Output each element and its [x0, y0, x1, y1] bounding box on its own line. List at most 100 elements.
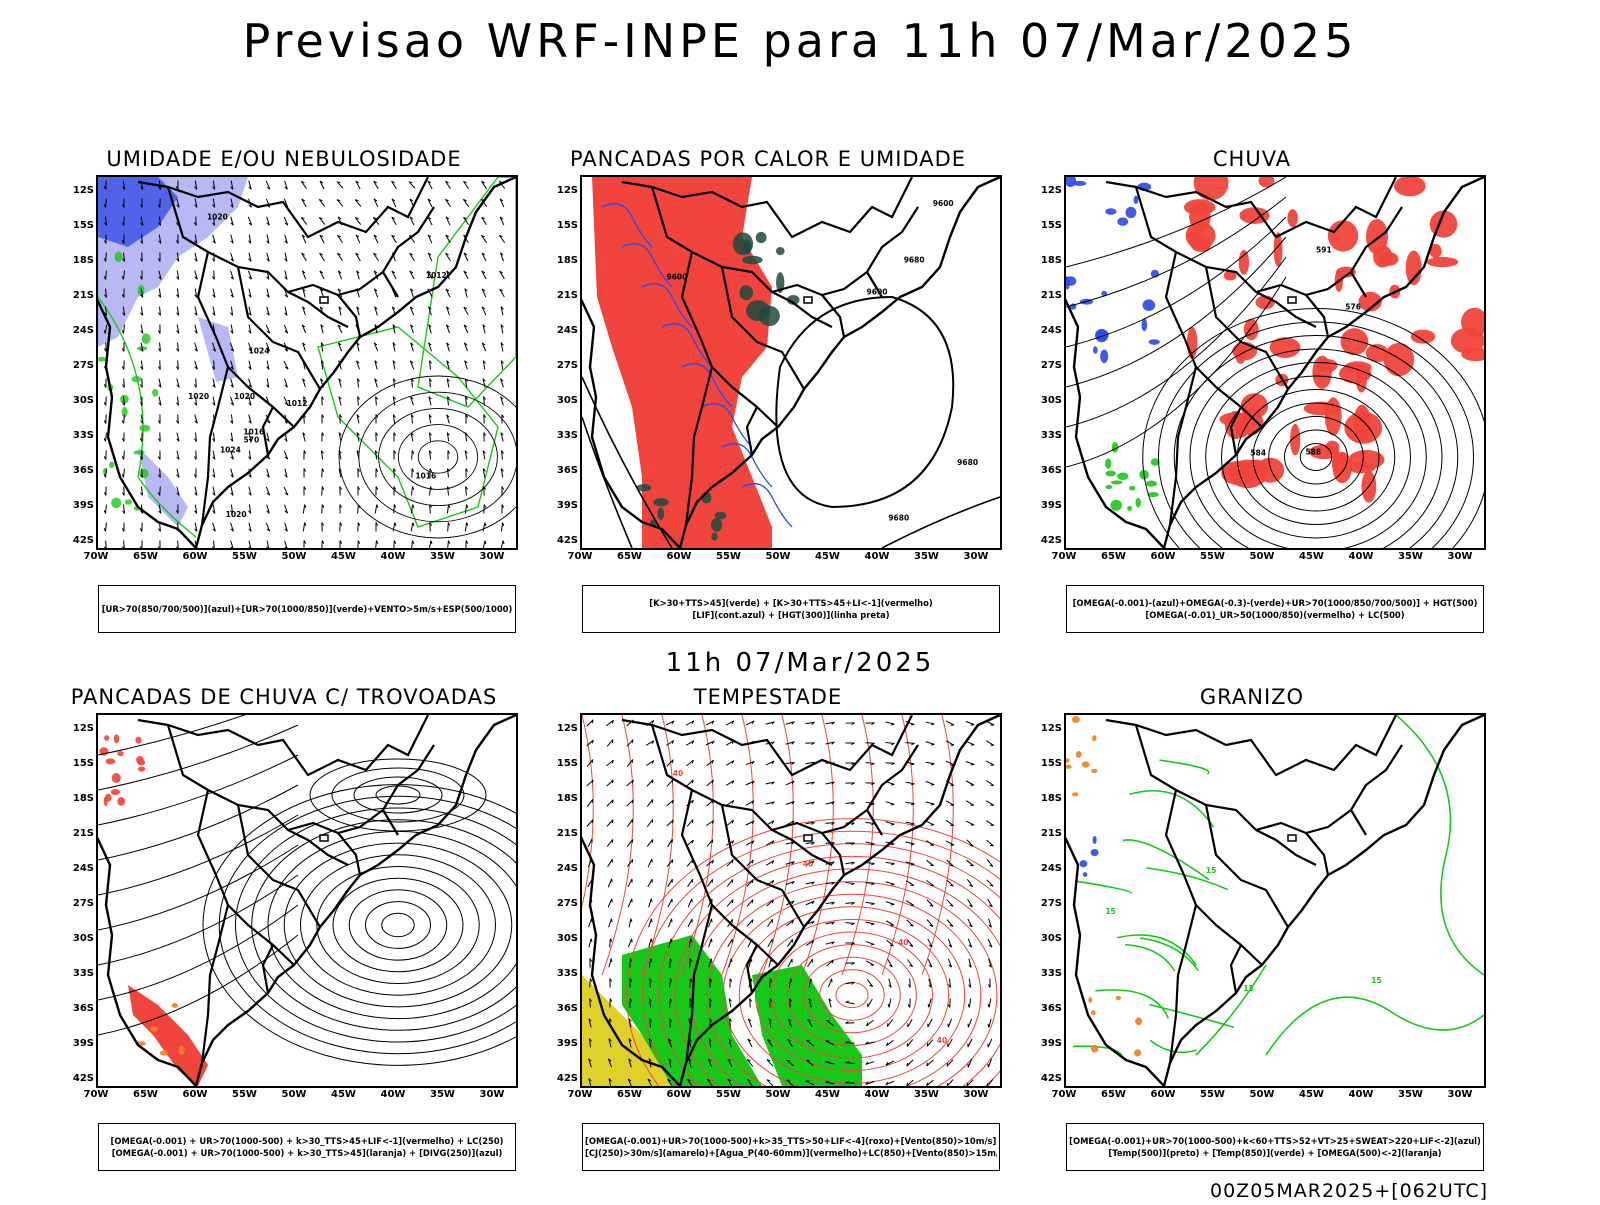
- page-title: Previsao WRF-INPE para 11h 07/Mar/2025: [0, 14, 1600, 68]
- precip-area: [1366, 219, 1388, 255]
- latitude-tick-label: 18S: [552, 255, 578, 266]
- precip-area: [1394, 177, 1426, 196]
- state-border: [1306, 833, 1328, 875]
- contour-label: 15: [1371, 976, 1381, 985]
- precip-area: [138, 766, 145, 771]
- precip-area: [139, 425, 150, 432]
- latitude-tick-label: 21S: [552, 290, 578, 301]
- temp850-contour: [1078, 881, 1132, 893]
- longitude-tick-label: 40W: [378, 1089, 408, 1100]
- contour-label: 584: [1250, 449, 1266, 458]
- longitude-tick-label: 60W: [180, 1089, 210, 1100]
- state-border: [1351, 810, 1366, 835]
- precip-area: [1325, 397, 1342, 435]
- latitude-tick-label: 18S: [68, 793, 94, 804]
- longitude-tick-label: 40W: [1346, 1089, 1376, 1100]
- precip-area: [1095, 329, 1108, 342]
- federal-district: [1288, 297, 1296, 303]
- precip-area: [1134, 195, 1139, 204]
- precip-area: [1312, 356, 1331, 389]
- precip-area: [1134, 1049, 1141, 1056]
- contour-label: 1020: [226, 510, 247, 519]
- longitude-tick-label: 55W: [230, 551, 260, 562]
- precip-area: [1411, 330, 1435, 344]
- contour-label: 15: [1105, 907, 1115, 916]
- latitude-tick-label: 21S: [1036, 290, 1062, 301]
- precip-area: [711, 518, 722, 532]
- temp850-contour: [1125, 945, 1175, 971]
- latitude-tick-label: 24S: [552, 863, 578, 874]
- precip-area: [1073, 181, 1087, 186]
- longitude-tick-label: 35W: [1396, 551, 1426, 562]
- precip-area: [131, 376, 141, 382]
- federal-district: [804, 835, 812, 841]
- latitude-tick-label: 30S: [1036, 395, 1062, 406]
- latitude-tick-label: 39S: [1036, 1038, 1062, 1049]
- precip-area: [1110, 500, 1121, 511]
- latitude-tick-label: 15S: [1036, 220, 1062, 231]
- longitude-tick-label: 40W: [862, 551, 892, 562]
- legend-box: [OMEGA(-0.001)+UR>70(1000-500)+k<60+TTS>…: [1066, 1123, 1484, 1171]
- contour-label: 1012: [287, 399, 308, 408]
- precip-area: [1135, 498, 1141, 508]
- temp850-contour: [1196, 965, 1484, 1055]
- precip-area: [1127, 506, 1132, 511]
- longitude-tick-label: 50W: [763, 1089, 793, 1100]
- precip-area: [1093, 836, 1097, 844]
- latitude-tick-label: 21S: [68, 290, 94, 301]
- longitude-tick-label: 65W: [1099, 551, 1129, 562]
- precip-area: [711, 533, 717, 541]
- contour-label: 9600: [933, 199, 954, 208]
- latitude-tick-label: 30S: [1036, 933, 1062, 944]
- precip-area: [1353, 405, 1371, 442]
- precip-area: [1111, 480, 1122, 484]
- contour-label: 591: [1316, 245, 1332, 254]
- state-border: [1256, 745, 1402, 833]
- precip-area: [111, 789, 120, 795]
- precip-area: [160, 1050, 168, 1055]
- latitude-tick-label: 18S: [552, 793, 578, 804]
- panel-title: PANCADAS POR CALOR E UMIDADE: [538, 147, 998, 171]
- contour-label: 1020: [188, 392, 209, 401]
- streamline: [98, 785, 298, 860]
- federal-district: [320, 297, 328, 303]
- precip-area: [105, 794, 111, 802]
- latitude-tick-label: 30S: [552, 395, 578, 406]
- precip-area: [142, 333, 151, 344]
- state-border: [1351, 272, 1366, 297]
- precip-area: [1088, 997, 1092, 1003]
- latitude-tick-label: 42S: [552, 1073, 578, 1084]
- latitude-tick-label: 12S: [1036, 723, 1062, 734]
- latitude-tick-label: 21S: [552, 828, 578, 839]
- latitude-tick-label: 21S: [1036, 828, 1062, 839]
- precip-area: [1105, 458, 1111, 468]
- contour-label: 9680: [904, 256, 925, 265]
- longitude-tick-label: 55W: [1198, 1089, 1228, 1100]
- latitude-tick-label: 18S: [1036, 793, 1062, 804]
- legend-box: [UR>70(850/700/500)](azul)+[UR>70(1000/8…: [98, 585, 516, 633]
- latitude-tick-label: 27S: [1036, 360, 1062, 371]
- precip-area: [106, 758, 116, 764]
- temp850-contour: [1149, 1005, 1234, 1028]
- legend-text: [LIF](cont.azul) + [HGT(300)](linha pret…: [692, 609, 889, 621]
- state-border: [822, 833, 844, 875]
- temp850-contour: [1159, 760, 1208, 774]
- latitude-tick-label: 27S: [1036, 898, 1062, 909]
- map-frame: [96, 713, 518, 1088]
- coastline: [1066, 715, 1484, 1086]
- panel-title: UMIDADE E/OU NEBULOSIDADE: [54, 147, 514, 171]
- precip-area: [1356, 371, 1367, 393]
- latitude-tick-label: 36S: [552, 1003, 578, 1014]
- contour-label: 40: [803, 860, 813, 869]
- hgt300-contour: [776, 297, 953, 507]
- longitude-tick-label: 30W: [961, 1089, 991, 1100]
- longitude-tick-label: 65W: [615, 551, 645, 562]
- latitude-tick-label: 39S: [68, 1038, 94, 1049]
- precip-area: [1194, 177, 1229, 200]
- state-border: [1106, 715, 1396, 775]
- latitude-tick-label: 12S: [1036, 185, 1062, 196]
